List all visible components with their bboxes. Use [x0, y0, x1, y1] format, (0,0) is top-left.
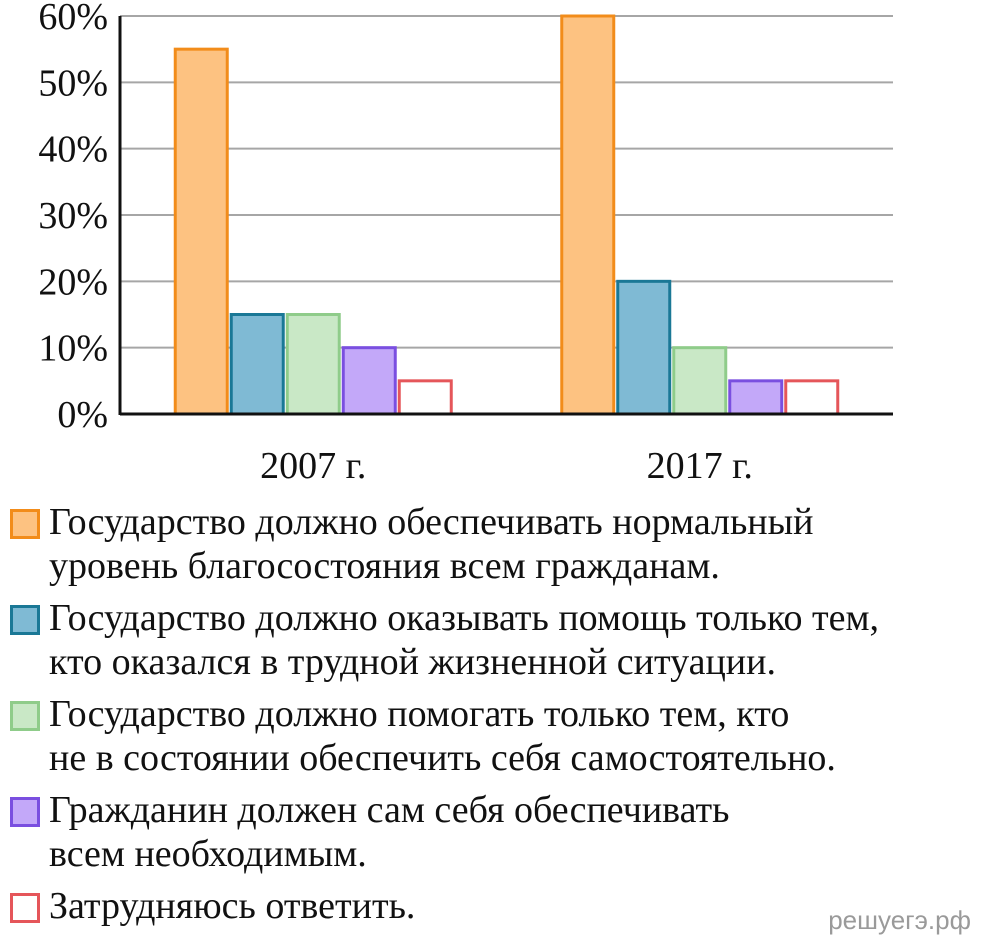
y-tick-label: 60% — [38, 0, 108, 38]
bar — [616, 279, 672, 416]
legend: Государство должно обеспечивать нормальн… — [10, 500, 985, 936]
legend-swatch-5 — [10, 893, 40, 923]
legend-swatch-1 — [10, 509, 40, 539]
legend-swatch-2 — [10, 605, 40, 635]
legend-swatch-3 — [10, 701, 40, 731]
bar — [784, 379, 840, 416]
legend-swatch-4 — [10, 797, 40, 827]
bar — [173, 47, 229, 416]
legend-item-1: Государство должно обеспечивать нормальн… — [10, 500, 985, 588]
legend-label-2: Государство должно оказывать помощь толь… — [49, 597, 880, 683]
bar — [341, 346, 397, 416]
y-tick-label: 0% — [57, 394, 108, 436]
bar — [229, 313, 285, 416]
bar — [672, 346, 728, 416]
bar — [285, 313, 341, 416]
x-tick-label: 2017 г. — [647, 445, 753, 487]
x-tick-label: 2007 г. — [260, 445, 366, 487]
legend-label-1: Государство должно обеспечивать нормальн… — [49, 501, 814, 587]
bar — [728, 379, 784, 416]
legend-label-3: Государство должно помогать только тем, … — [49, 693, 836, 779]
bar — [397, 379, 453, 416]
bar — [560, 14, 616, 416]
y-tick-label: 50% — [38, 62, 108, 104]
y-tick-label: 30% — [38, 195, 108, 237]
legend-item-4: Гражданин должен сам себя обеспечивать в… — [10, 788, 985, 876]
bar-chart: 0% 10% 20% 30% 40% 50% 60% 2007 г. 2017 г. — [38, 0, 893, 487]
legend-item-3: Государство должно помогать только тем, … — [10, 692, 985, 780]
watermark: решуегэ.рф — [828, 905, 971, 935]
y-tick-label: 40% — [38, 129, 108, 171]
legend-label-5: Затрудняюсь ответить. — [49, 885, 416, 927]
y-tick-label: 20% — [38, 261, 108, 303]
legend-item-5: Затрудняюсь ответить. — [10, 884, 985, 928]
legend-label-4: Гражданин должен сам себя обеспечивать в… — [49, 789, 730, 875]
legend-item-2: Государство должно оказывать помощь толь… — [10, 596, 985, 684]
y-tick-label: 10% — [38, 328, 108, 370]
